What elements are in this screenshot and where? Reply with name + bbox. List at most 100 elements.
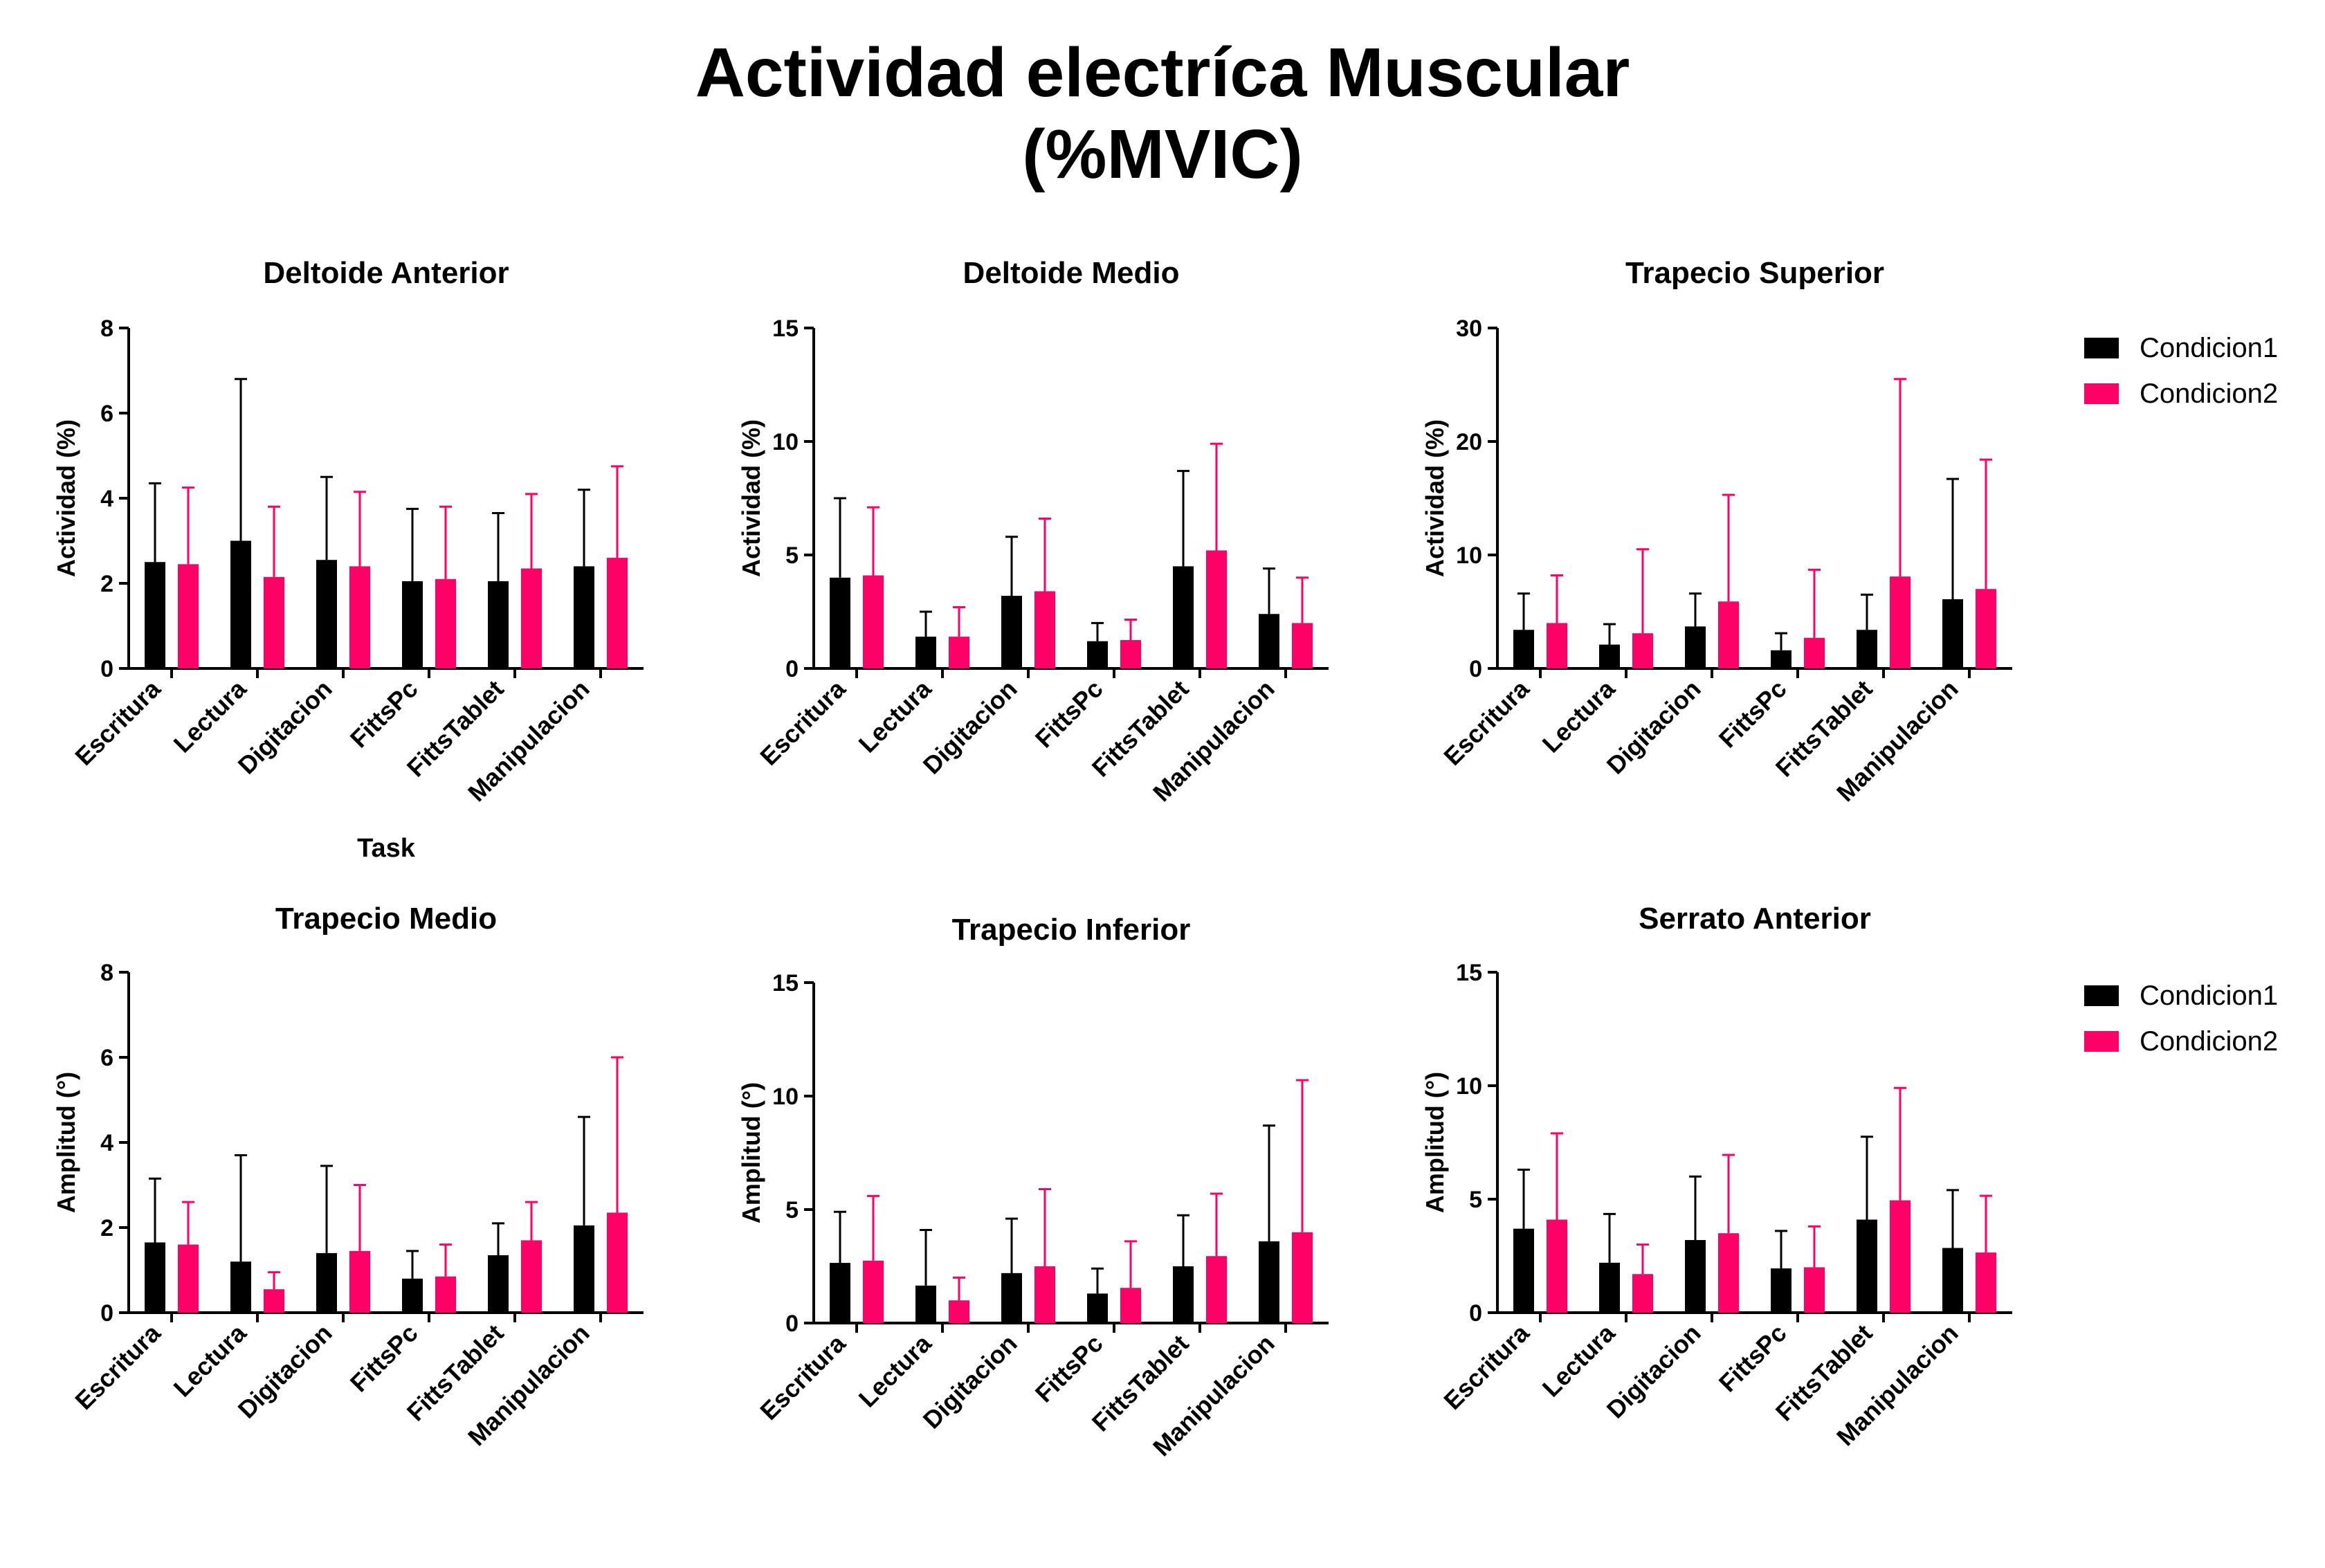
- panel-deltoide-medio-ytick-label: 15: [772, 316, 799, 342]
- panel-deltoide-medio-ytick-label: 0: [785, 656, 799, 682]
- panel-trapecio-medio-bar-condicion2: [521, 1240, 542, 1313]
- panel-serrato-anterior-xtick-label: Lectura: [1537, 1318, 1621, 1403]
- panel-trapecio-superior-bar-condicion1: [1942, 599, 1963, 668]
- panel-trapecio-inferior-bar-condicion1: [1001, 1273, 1022, 1323]
- panel-deltoide-medio-bar-condicion1: [915, 637, 936, 668]
- legend-swatch-condicion2: [2084, 383, 2119, 404]
- panel-deltoide-medio-bar-condicion2: [863, 575, 884, 668]
- legend-1: Condicion1 Condicion2: [2084, 333, 2278, 409]
- panel-deltoide-anterior-xtick-label: Digitacion: [232, 675, 338, 780]
- panel-trapecio-inferior-bar-condicion2: [1292, 1232, 1313, 1323]
- panel-deltoide-medio-bar-condicion2: [1292, 623, 1313, 668]
- panel-trapecio-superior-bar-condicion1: [1513, 630, 1534, 668]
- panel-serrato-anterior-xtick-label: Digitacion: [1601, 1319, 1706, 1424]
- panel-trapecio-superior-ytick-label: 20: [1456, 429, 1482, 455]
- panel-deltoide-medio-ytick-label: 5: [785, 543, 799, 569]
- panel-trapecio-medio-bar-condicion1: [488, 1255, 509, 1313]
- panel-serrato-anterior-bar-condicion1: [1942, 1248, 1963, 1313]
- legend-2: Condicion1 Condicion2: [2084, 981, 2278, 1057]
- panel-serrato-anterior-bar-condicion2: [1976, 1252, 1996, 1313]
- panel-deltoide-anterior-ytick-label: 0: [100, 656, 113, 682]
- panel-trapecio-superior-ytick-label: 0: [1469, 656, 1482, 682]
- panel-deltoide-anterior-bar-condicion1: [145, 562, 165, 668]
- panel-trapecio-inferior-bar-condicion1: [1173, 1266, 1194, 1323]
- panel-deltoide-medio-title: Deltoide Medio: [963, 256, 1180, 290]
- panel-deltoide-medio-xtick-label: FittsPc: [1030, 675, 1109, 754]
- panel-trapecio-superior-xtick-label: FittsPc: [1713, 675, 1792, 754]
- panel-serrato-anterior-bar-condicion2: [1547, 1219, 1567, 1313]
- panel-trapecio-inferior-bar-condicion2: [1206, 1256, 1227, 1323]
- panel-deltoide-medio-bar-condicion1: [1173, 566, 1194, 668]
- figure-title-line1: Actividad electríca Muscular: [695, 34, 1630, 111]
- panel-trapecio-superior-bar-condicion2: [1718, 601, 1739, 668]
- panel-deltoide-anterior-xtick-label: Lectura: [168, 674, 253, 758]
- panel-trapecio-superior-title: Trapecio Superior: [1625, 256, 1884, 290]
- panel-trapecio-inferior-xtick-label: FittsPc: [1030, 1329, 1109, 1408]
- panel-serrato-anterior-bar-condicion2: [1632, 1274, 1653, 1313]
- panel-deltoide-anterior-bar-condicion2: [178, 564, 199, 668]
- panel-trapecio-inferior-bar-condicion2: [863, 1260, 884, 1323]
- panel-deltoide-anterior-bar-condicion1: [316, 560, 337, 668]
- panel-trapecio-superior-bar-condicion2: [1804, 637, 1825, 668]
- panel-serrato-anterior-ylabel: Amplitud (°): [1421, 1072, 1449, 1213]
- panel-trapecio-superior-xtick-label: Lectura: [1537, 674, 1621, 758]
- panel-trapecio-inferior-ylabel: Amplitud (°): [737, 1082, 765, 1223]
- legend-label-condicion2: Condicion2: [2140, 379, 2278, 409]
- panel-deltoide-anterior-ytick-label: 2: [100, 571, 113, 597]
- panel-trapecio-inferior-bar-condicion1: [1259, 1241, 1279, 1323]
- panel-deltoide-medio-xtick-label: Escritura: [754, 674, 851, 771]
- legend-label-condicion1: Condicion1: [2140, 333, 2278, 363]
- panel-serrato-anterior-ytick-label: 15: [1456, 960, 1482, 986]
- panel-trapecio-medio-title: Trapecio Medio: [275, 902, 497, 936]
- panel-trapecio-inferior: Trapecio Inferior Amplitud (°) 0 5 10 15 Escri…: [737, 913, 1329, 1461]
- panel-trapecio-medio-bar-condicion2: [349, 1250, 370, 1313]
- panel-deltoide-medio-bar-condicion1: [1259, 614, 1279, 668]
- panel-trapecio-inferior-xtick-label: Lectura: [853, 1329, 938, 1413]
- panel-deltoide-anterior-ytick-label: 8: [100, 316, 113, 342]
- panel-serrato-anterior-xtick-label: Escritura: [1438, 1318, 1535, 1415]
- panel-trapecio-inferior-ytick-label: 5: [785, 1197, 799, 1223]
- panel-trapecio-superior-ytick-label: 10: [1456, 543, 1482, 569]
- panel-trapecio-medio-ytick-label: 0: [100, 1300, 113, 1327]
- panel-serrato-anterior-bar-condicion1: [1685, 1240, 1706, 1313]
- legend-swatch-condicion1: [2084, 338, 2119, 358]
- panel-serrato-anterior-bar-condicion1: [1513, 1228, 1534, 1313]
- panel-deltoide-medio-bar-condicion1: [830, 577, 850, 668]
- panel-serrato-anterior-bar-condicion1: [1857, 1219, 1877, 1313]
- panel-deltoide-medio-bar-condicion2: [1120, 640, 1141, 668]
- panel-serrato-anterior-bar-condicion1: [1599, 1262, 1620, 1313]
- panel-trapecio-superior-bar-condicion2: [1890, 576, 1911, 668]
- panel-trapecio-inferior-ytick-label: 0: [785, 1311, 799, 1337]
- panel-deltoide-anterior-xlabel: Task: [357, 834, 416, 863]
- panel-deltoide-anterior-bar-condicion1: [574, 566, 594, 668]
- panel-deltoide-anterior-bar-condicion1: [230, 540, 251, 668]
- panel-trapecio-superior-bar-condicion1: [1685, 626, 1706, 668]
- panel-trapecio-inferior-bar-condicion1: [915, 1285, 936, 1323]
- panel-trapecio-inferior-bar-condicion1: [830, 1263, 850, 1323]
- panel-deltoide-medio-xtick-label: Digitacion: [918, 675, 1023, 780]
- panel-trapecio-inferior-ytick-label: 15: [772, 970, 799, 996]
- panel-trapecio-medio-bar-condicion2: [178, 1244, 199, 1313]
- panel-trapecio-medio-bar-condicion1: [574, 1225, 594, 1313]
- panel-deltoide-anterior-bar-condicion2: [264, 576, 284, 668]
- panel-trapecio-medio: Trapecio Medio Amplitud (°) 0 2 4 6 8 Escritura…: [52, 902, 644, 1451]
- panel-trapecio-medio-bar-condicion1: [230, 1261, 251, 1313]
- panel-trapecio-superior-bar-condicion2: [1547, 623, 1567, 668]
- panel-trapecio-superior-xtick-label: Digitacion: [1601, 675, 1706, 780]
- panel-trapecio-superior-xtick-label: Escritura: [1438, 674, 1535, 771]
- figure-title-line2: (%MVIC): [1022, 116, 1303, 193]
- panel-trapecio-inferior-xtick-label: Digitacion: [918, 1329, 1023, 1434]
- panel-trapecio-superior-ytick-label: 30: [1456, 316, 1482, 342]
- panel-deltoide-medio: Deltoide Medio Actividad (%) 0 5 10 15 Escritu…: [737, 256, 1329, 807]
- panel-trapecio-medio-ytick-label: 6: [100, 1045, 113, 1071]
- panel-trapecio-medio-xtick-label: Lectura: [168, 1318, 253, 1403]
- panel-trapecio-superior-bar-condicion1: [1599, 644, 1620, 668]
- panel-trapecio-superior-bar-condicion1: [1771, 650, 1791, 668]
- legend-swatch-condicion1: [2084, 985, 2119, 1006]
- panel-serrato-anterior: Serrato Anterior Amplitud (°) 0 5 10 15 Escrit…: [1421, 902, 2012, 1451]
- panel-trapecio-inferior-bar-condicion2: [1034, 1266, 1055, 1323]
- panel-deltoide-anterior-ytick-label: 6: [100, 401, 113, 427]
- legend-label-condicion1: Condicion1: [2140, 981, 2278, 1011]
- panel-trapecio-medio-bar-condicion1: [316, 1252, 337, 1313]
